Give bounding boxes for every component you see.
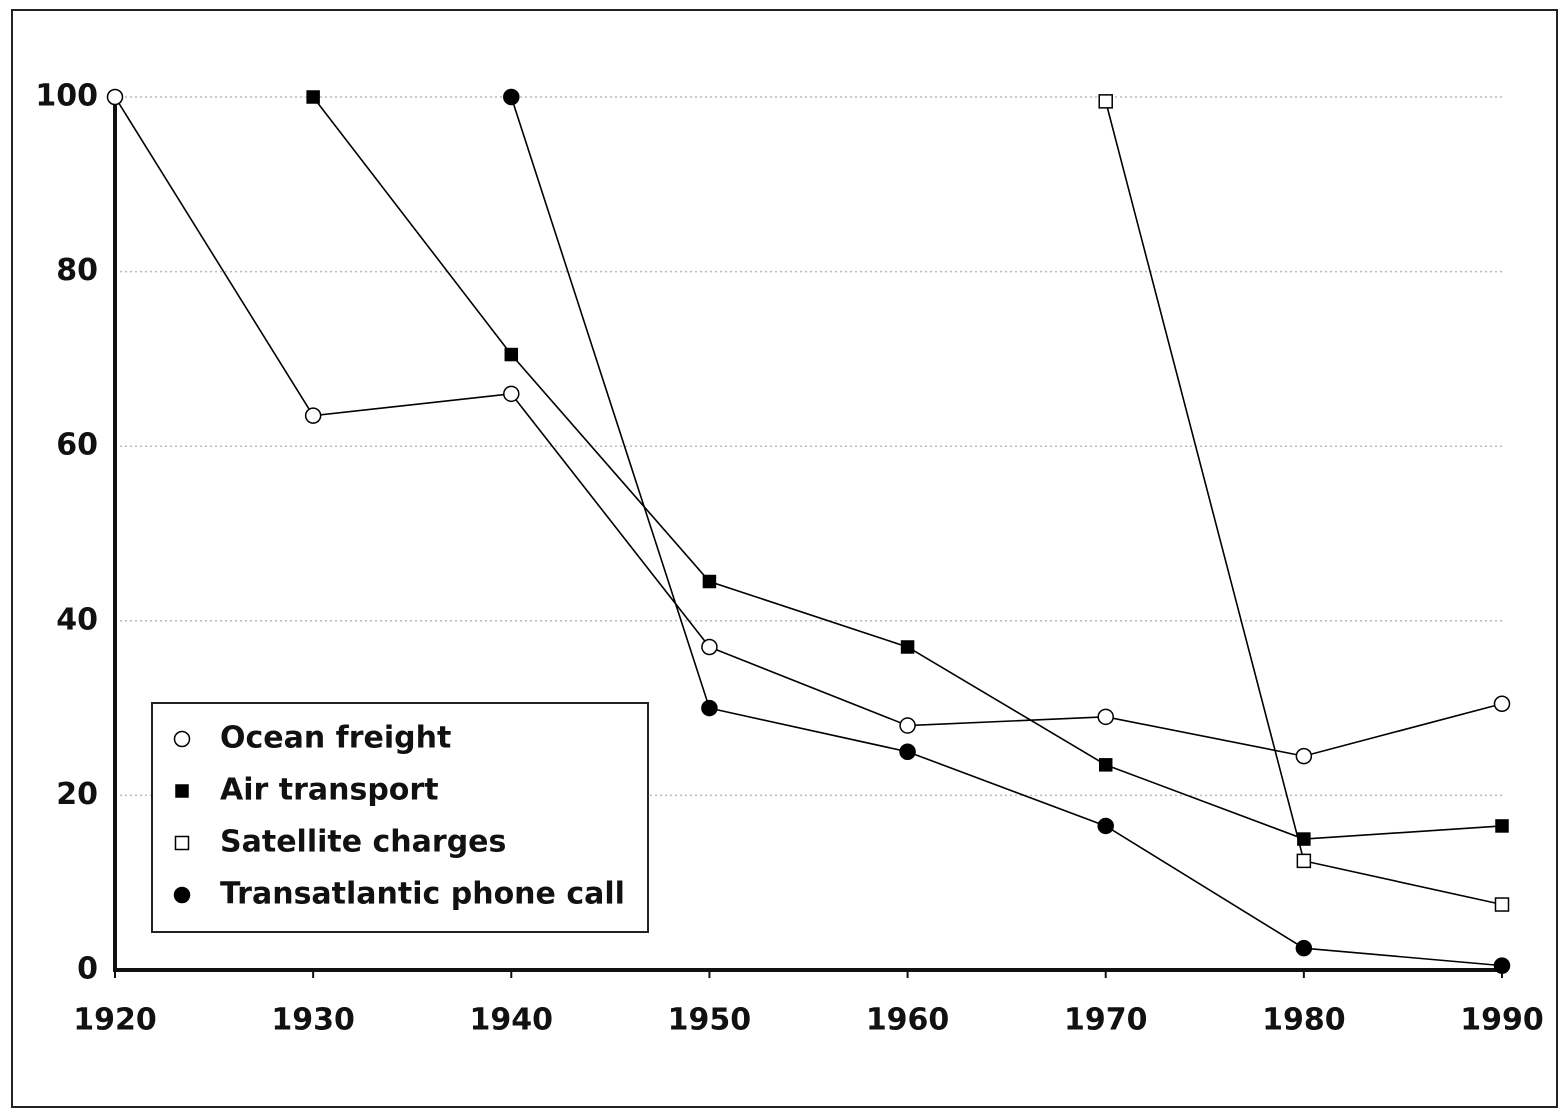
point bbox=[504, 347, 519, 362]
x-tick-label: 1940 bbox=[470, 1003, 554, 1038]
series-line bbox=[114, 96, 1503, 757]
point bbox=[1493, 957, 1511, 974]
point bbox=[702, 574, 717, 589]
point bbox=[1097, 708, 1114, 726]
legend-marker bbox=[173, 730, 191, 748]
y-tick-label: 0 bbox=[77, 952, 98, 987]
x-tick-label: 1970 bbox=[1064, 1003, 1148, 1038]
y-tick-label: 100 bbox=[35, 79, 98, 114]
point bbox=[503, 385, 520, 403]
point bbox=[1098, 94, 1113, 109]
point bbox=[503, 88, 520, 106]
point bbox=[701, 638, 718, 656]
y-tick-label: 40 bbox=[56, 602, 98, 637]
point bbox=[899, 717, 916, 734]
x-tick-label: 1980 bbox=[1262, 1003, 1346, 1038]
legend-label: Satellite charges bbox=[220, 825, 506, 860]
legend-marker bbox=[173, 886, 191, 904]
frame bbox=[11, 9, 1558, 1108]
point bbox=[1296, 853, 1312, 869]
point bbox=[899, 743, 916, 760]
x-tick-label: 1960 bbox=[866, 1003, 950, 1038]
y-tick-label: 20 bbox=[56, 777, 98, 812]
y-tick-label: 60 bbox=[56, 428, 98, 463]
x-tick-label: 1930 bbox=[271, 1003, 355, 1038]
legend-label: Air transport bbox=[220, 773, 439, 808]
point bbox=[1295, 747, 1313, 765]
point bbox=[1493, 695, 1511, 712]
point bbox=[1495, 819, 1509, 833]
legend: Ocean freight Air transport Satellite char… bbox=[151, 702, 649, 933]
point bbox=[1494, 897, 1510, 912]
legend-marker bbox=[174, 835, 190, 851]
legend-label: Transatlantic phone call bbox=[220, 877, 625, 912]
point bbox=[304, 407, 322, 424]
legend-label: Ocean freight bbox=[220, 721, 451, 756]
x-tick-label: 1990 bbox=[1460, 1003, 1544, 1038]
point bbox=[701, 699, 718, 717]
legend-box bbox=[151, 702, 649, 933]
series-line bbox=[510, 96, 1503, 967]
x-tick-label: 1920 bbox=[73, 1003, 157, 1038]
point bbox=[1297, 832, 1311, 846]
point bbox=[1295, 939, 1313, 957]
point bbox=[1097, 817, 1114, 835]
legend-marker bbox=[175, 784, 189, 798]
point bbox=[106, 88, 124, 106]
x-tick-label: 1950 bbox=[668, 1003, 752, 1038]
series-line bbox=[1104, 101, 1503, 906]
point bbox=[900, 640, 915, 654]
point bbox=[306, 90, 320, 104]
y-tick-label: 80 bbox=[56, 253, 98, 288]
point bbox=[1098, 758, 1113, 772]
